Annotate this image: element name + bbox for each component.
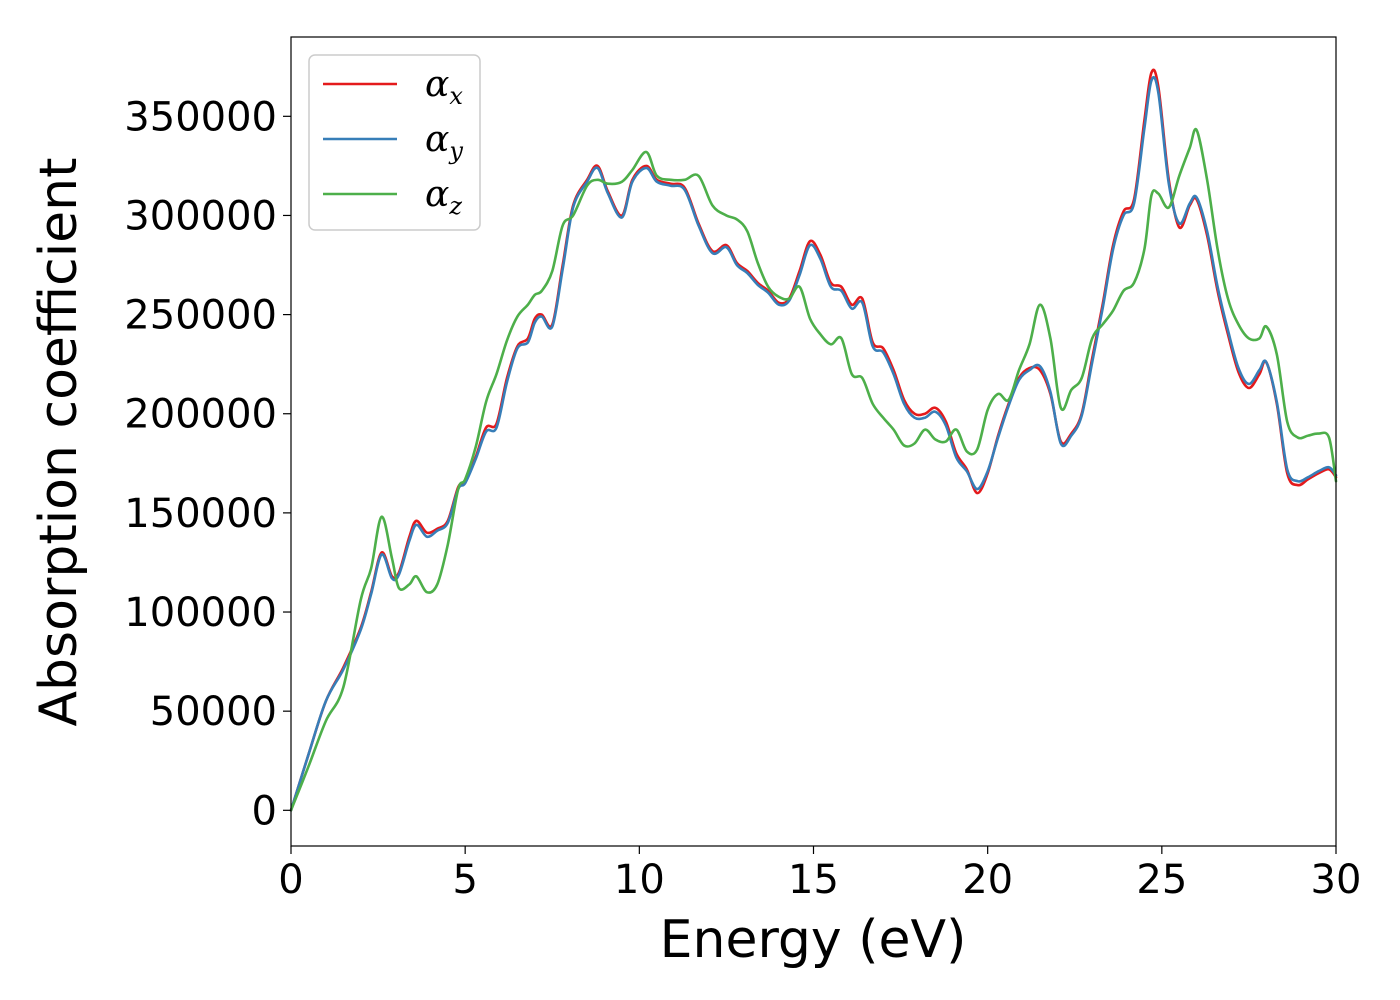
x-tick-label: 15 bbox=[788, 857, 839, 903]
y-tick-label: 0 bbox=[252, 788, 277, 834]
y-tick-label: 300000 bbox=[124, 193, 277, 239]
legend-box bbox=[308, 54, 481, 231]
x-tick-label: 20 bbox=[962, 857, 1013, 903]
x-tick-label: 5 bbox=[452, 857, 477, 903]
y-tick-label: 200000 bbox=[124, 392, 277, 438]
series-layer bbox=[289, 68, 1338, 812]
x-tick-label: 30 bbox=[1311, 857, 1362, 903]
series-line-z bbox=[289, 127, 1338, 812]
x-axis: 0 5 10 15 20 25 30 bbox=[278, 846, 1361, 903]
legend-label-y: αy bbox=[425, 119, 463, 165]
y-tick-label: 100000 bbox=[124, 590, 277, 636]
legend-label-x: αx bbox=[425, 64, 463, 110]
y-tick-label: 150000 bbox=[124, 491, 277, 537]
legend: αx αy αz bbox=[308, 54, 481, 231]
x-tick-label: 10 bbox=[614, 857, 665, 903]
x-tick-label: 25 bbox=[1136, 857, 1187, 903]
y-tick-label: 350000 bbox=[124, 94, 277, 140]
x-axis-title: Energy (eV) bbox=[660, 910, 967, 970]
series-line-y bbox=[289, 75, 1338, 812]
legend-label-z: αz bbox=[425, 174, 462, 220]
y-tick-label: 50000 bbox=[150, 689, 277, 735]
y-axis: 0 50000 100000 150000 200000 250000 300000 3500… bbox=[124, 94, 291, 834]
y-tick-label: 250000 bbox=[124, 293, 277, 339]
x-tick-label: 0 bbox=[278, 857, 303, 903]
y-axis-title: Absorption coefficient bbox=[29, 157, 89, 726]
